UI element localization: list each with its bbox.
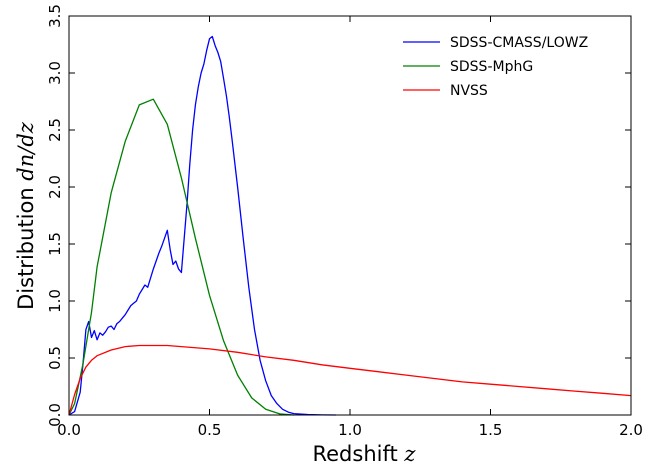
y-tick-label: 2.5 bbox=[46, 118, 64, 142]
y-tick-label: 1.5 bbox=[46, 232, 64, 256]
x-tick-label: 0.0 bbox=[57, 421, 81, 439]
y-tick-labels: 0.0 0.5 1.0 1.5 2.0 2.5 3.0 3.5 bbox=[46, 4, 64, 427]
axis-ticks bbox=[68, 15, 632, 416]
series-line-nvss bbox=[68, 344, 632, 416]
x-axis-title-text: Redshift bbox=[312, 442, 397, 466]
plot-frame bbox=[68, 15, 632, 416]
y-tick-label: 3.5 bbox=[46, 4, 64, 28]
y-tick-label: 2.0 bbox=[46, 175, 64, 199]
plot-lines bbox=[68, 35, 632, 416]
y-tick-label: 0.0 bbox=[46, 403, 64, 427]
legend-label: SDSS-MphG bbox=[450, 59, 533, 75]
x-tick-label: 1.0 bbox=[338, 421, 362, 439]
x-tick-labels: 0.0 0.5 1.0 1.5 2.0 bbox=[57, 421, 643, 439]
y-tick-label: 1.0 bbox=[46, 289, 64, 313]
legend-label: SDSS-CMASS/LOWZ bbox=[450, 35, 588, 51]
x-axis-title: Redshift z bbox=[312, 442, 416, 466]
y-axis-title: Distribution dn/dz bbox=[14, 121, 38, 310]
legend: SDSS-CMASS/LOWZ SDSS-MphG NVSS bbox=[403, 35, 588, 99]
x-tick-label: 0.5 bbox=[198, 421, 222, 439]
y-axis-title-text: Distribution bbox=[14, 187, 38, 310]
x-tick-label: 2.0 bbox=[619, 421, 643, 439]
y-tick-label: 3.0 bbox=[46, 61, 64, 85]
series-line-sdss-cmass-lowz bbox=[68, 35, 336, 416]
y-tick-label: 0.5 bbox=[46, 346, 64, 370]
y-axis-symbol: dn/dz bbox=[14, 121, 38, 180]
x-tick-label: 1.5 bbox=[479, 421, 503, 439]
series-line-sdss-mphg bbox=[68, 98, 294, 416]
legend-label: NVSS bbox=[450, 83, 488, 99]
x-axis-symbol: z bbox=[403, 442, 416, 466]
